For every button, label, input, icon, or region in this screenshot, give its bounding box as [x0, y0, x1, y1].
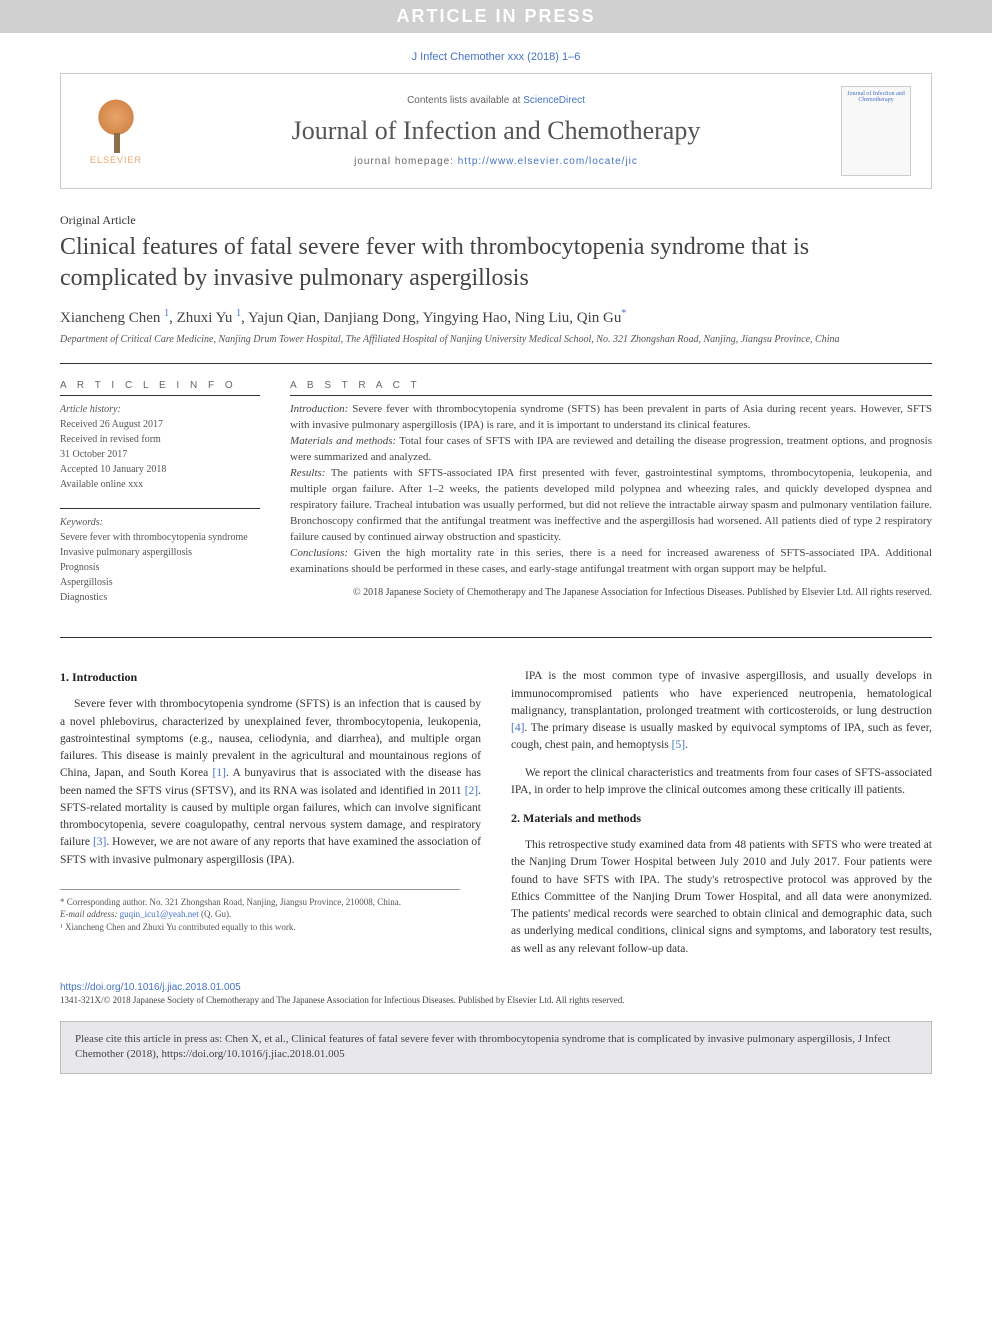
homepage-link[interactable]: http://www.elsevier.com/locate/jic	[458, 156, 638, 167]
article-title: Clinical features of fatal severe fever …	[60, 232, 932, 294]
abstract-conclusions: Given the high mortality rate in this se…	[290, 547, 932, 575]
history-line: 31 October 2017	[60, 447, 260, 462]
history-block: Article history: Received 26 August 2017…	[60, 395, 260, 492]
keyword: Severe fever with thrombocytopenia syndr…	[60, 530, 260, 545]
abstract-body: Introduction: Severe fever with thromboc…	[290, 395, 932, 600]
doi-link[interactable]: https://doi.org/10.1016/j.jiac.2018.01.0…	[60, 982, 932, 993]
section2-heading: 2. Materials and methods	[511, 809, 932, 827]
abstract-results-label: Results:	[290, 467, 325, 479]
elsevier-logo: ELSEVIER	[81, 91, 151, 171]
journal-header: ELSEVIER Contents lists available at Sci…	[60, 73, 932, 189]
text: . The primary disease is usually masked …	[511, 722, 932, 751]
keyword: Diagnostics	[60, 590, 260, 605]
section2-paragraph: This retrospective study examined data f…	[511, 837, 932, 958]
keywords-label: Keywords:	[60, 515, 260, 530]
article-info-heading: A R T I C L E I N F O	[60, 380, 260, 391]
bottom-copyright: 1341-321X/© 2018 Japanese Society of Che…	[60, 995, 932, 1005]
homepage-prefix: journal homepage:	[354, 156, 458, 167]
footnotes: * Corresponding author. No. 321 Zhongsha…	[60, 889, 460, 934]
divider-top	[60, 363, 932, 364]
elsevier-tree-icon	[91, 98, 141, 153]
email-note: E-mail address: guqin_icu1@yeah.net (Q. …	[60, 908, 460, 921]
cite-box: Please cite this article in press as: Ch…	[60, 1021, 932, 1074]
abstract-copyright: © 2018 Japanese Society of Chemotherapy …	[290, 586, 932, 601]
ref-link[interactable]: [5]	[672, 739, 685, 751]
ref-link[interactable]: [1]	[213, 767, 226, 779]
article-info-column: A R T I C L E I N F O Article history: R…	[60, 380, 260, 621]
email-suffix: (Q. Gu).	[199, 909, 232, 919]
history-line: Accepted 10 January 2018	[60, 462, 260, 477]
ref-link[interactable]: [3]	[93, 836, 106, 848]
keywords-block: Keywords: Severe fever with thrombocytop…	[60, 508, 260, 605]
journal-center: Contents lists available at ScienceDirec…	[171, 95, 821, 167]
history-line: Received in revised form	[60, 432, 260, 447]
article-type: Original Article	[60, 213, 932, 228]
contents-prefix: Contents lists available at	[407, 95, 523, 106]
journal-name: Journal of Infection and Chemotherapy	[171, 116, 821, 146]
elsevier-label: ELSEVIER	[90, 155, 142, 165]
section1-paragraph: Severe fever with thrombocytopenia syndr…	[60, 696, 481, 869]
keyword: Aspergillosis	[60, 575, 260, 590]
body-columns: 1. Introduction Severe fever with thromb…	[60, 668, 932, 968]
col2-paragraph1: IPA is the most common type of invasive …	[511, 668, 932, 754]
authors-list: Xiancheng Chen 1, Zhuxi Yu 1, Yajun Qian…	[60, 308, 932, 327]
sciencedirect-link[interactable]: ScienceDirect	[523, 95, 585, 106]
homepage-line: journal homepage: http://www.elsevier.co…	[171, 156, 821, 167]
keyword: Invasive pulmonary aspergillosis	[60, 545, 260, 560]
info-abstract-row: A R T I C L E I N F O Article history: R…	[60, 380, 932, 621]
text: IPA is the most common type of invasive …	[511, 670, 932, 717]
abstract-results: The patients with SFTS-associated IPA fi…	[290, 467, 932, 543]
in-press-banner: ARTICLE IN PRESS	[0, 0, 992, 33]
contents-line: Contents lists available at ScienceDirec…	[171, 95, 821, 106]
history-line: Available online xxx	[60, 477, 260, 492]
right-column: IPA is the most common type of invasive …	[511, 668, 932, 968]
divider-bottom	[60, 637, 932, 638]
abstract-heading: A B S T R A C T	[290, 380, 932, 391]
section1-heading: 1. Introduction	[60, 668, 481, 686]
affiliation: Department of Critical Care Medicine, Na…	[60, 333, 932, 347]
journal-cover-thumbnail: Journal of Infection and Chemotherapy	[841, 86, 911, 176]
abstract-column: A B S T R A C T Introduction: Severe fev…	[290, 380, 932, 621]
left-column: 1. Introduction Severe fever with thromb…	[60, 668, 481, 968]
top-citation: J Infect Chemother xxx (2018) 1–6	[0, 33, 992, 73]
corresponding-note: * Corresponding author. No. 321 Zhongsha…	[60, 896, 460, 909]
email-label: E-mail address:	[60, 909, 120, 919]
text: .	[685, 739, 688, 751]
abstract-methods-label: Materials and methods:	[290, 435, 396, 447]
abstract-intro-label: Introduction:	[290, 403, 348, 415]
history-line: Received 26 August 2017	[60, 417, 260, 432]
col2-paragraph2: We report the clinical characteristics a…	[511, 765, 932, 800]
text: . However, we are not aware of any repor…	[60, 836, 481, 865]
abstract-conclusions-label: Conclusions:	[290, 547, 348, 559]
ref-link[interactable]: [2]	[465, 785, 478, 797]
keyword: Prognosis	[60, 560, 260, 575]
history-label: Article history:	[60, 402, 260, 417]
email-link[interactable]: guqin_icu1@yeah.net	[120, 909, 199, 919]
abstract-intro: Severe fever with thrombocytopenia syndr…	[290, 403, 932, 431]
ref-link[interactable]: [4]	[511, 722, 524, 734]
contrib-note: ¹ Xiancheng Chen and Zhuxi Yu contribute…	[60, 921, 460, 934]
